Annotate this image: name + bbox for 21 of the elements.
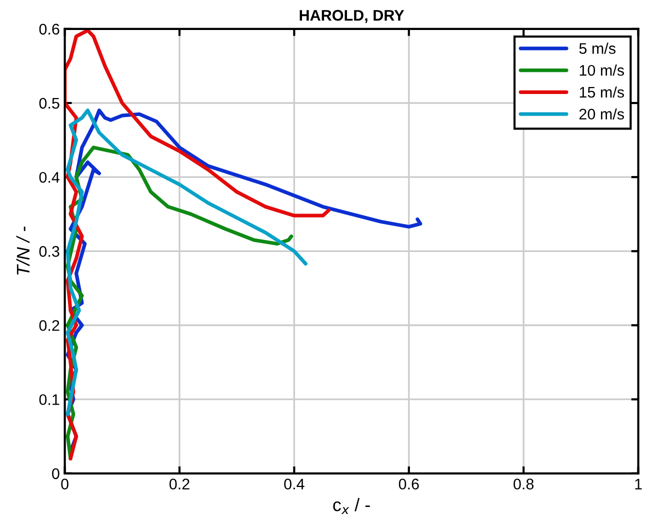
x-axis-title: c$_{x}$ / - (333, 498, 370, 514)
y-axis-title: T/N / - (16, 226, 30, 275)
y-tick-label: 0.1 (39, 394, 60, 406)
legend-label: 10 m/s (580, 64, 624, 76)
x-tick-label: 0 (61, 478, 68, 490)
y-tick-label: 0.4 (39, 172, 60, 183)
x-tick-label: 0.4 (284, 478, 304, 490)
x-tick-label: 1 (635, 478, 642, 490)
x-tick-label: 0.8 (514, 478, 534, 490)
chart-title: HAROLD, DRY (300, 10, 404, 23)
y-tick-label: 0.3 (39, 246, 60, 257)
legend-label: 20 m/s (579, 108, 624, 120)
y-tick-label: 0.2 (39, 320, 60, 331)
legend-label: 15 m/s (580, 86, 624, 98)
y-tick-label: 0.5 (39, 98, 60, 109)
legend-label: 5 m/s (579, 42, 616, 54)
x-tick-label: 0.6 (398, 478, 419, 490)
y-tick-label: 0 (52, 468, 60, 480)
y-tick-label: 0.6 (39, 24, 60, 35)
x-tick-label: 0.2 (169, 478, 190, 490)
line-series (66, 108, 308, 416)
